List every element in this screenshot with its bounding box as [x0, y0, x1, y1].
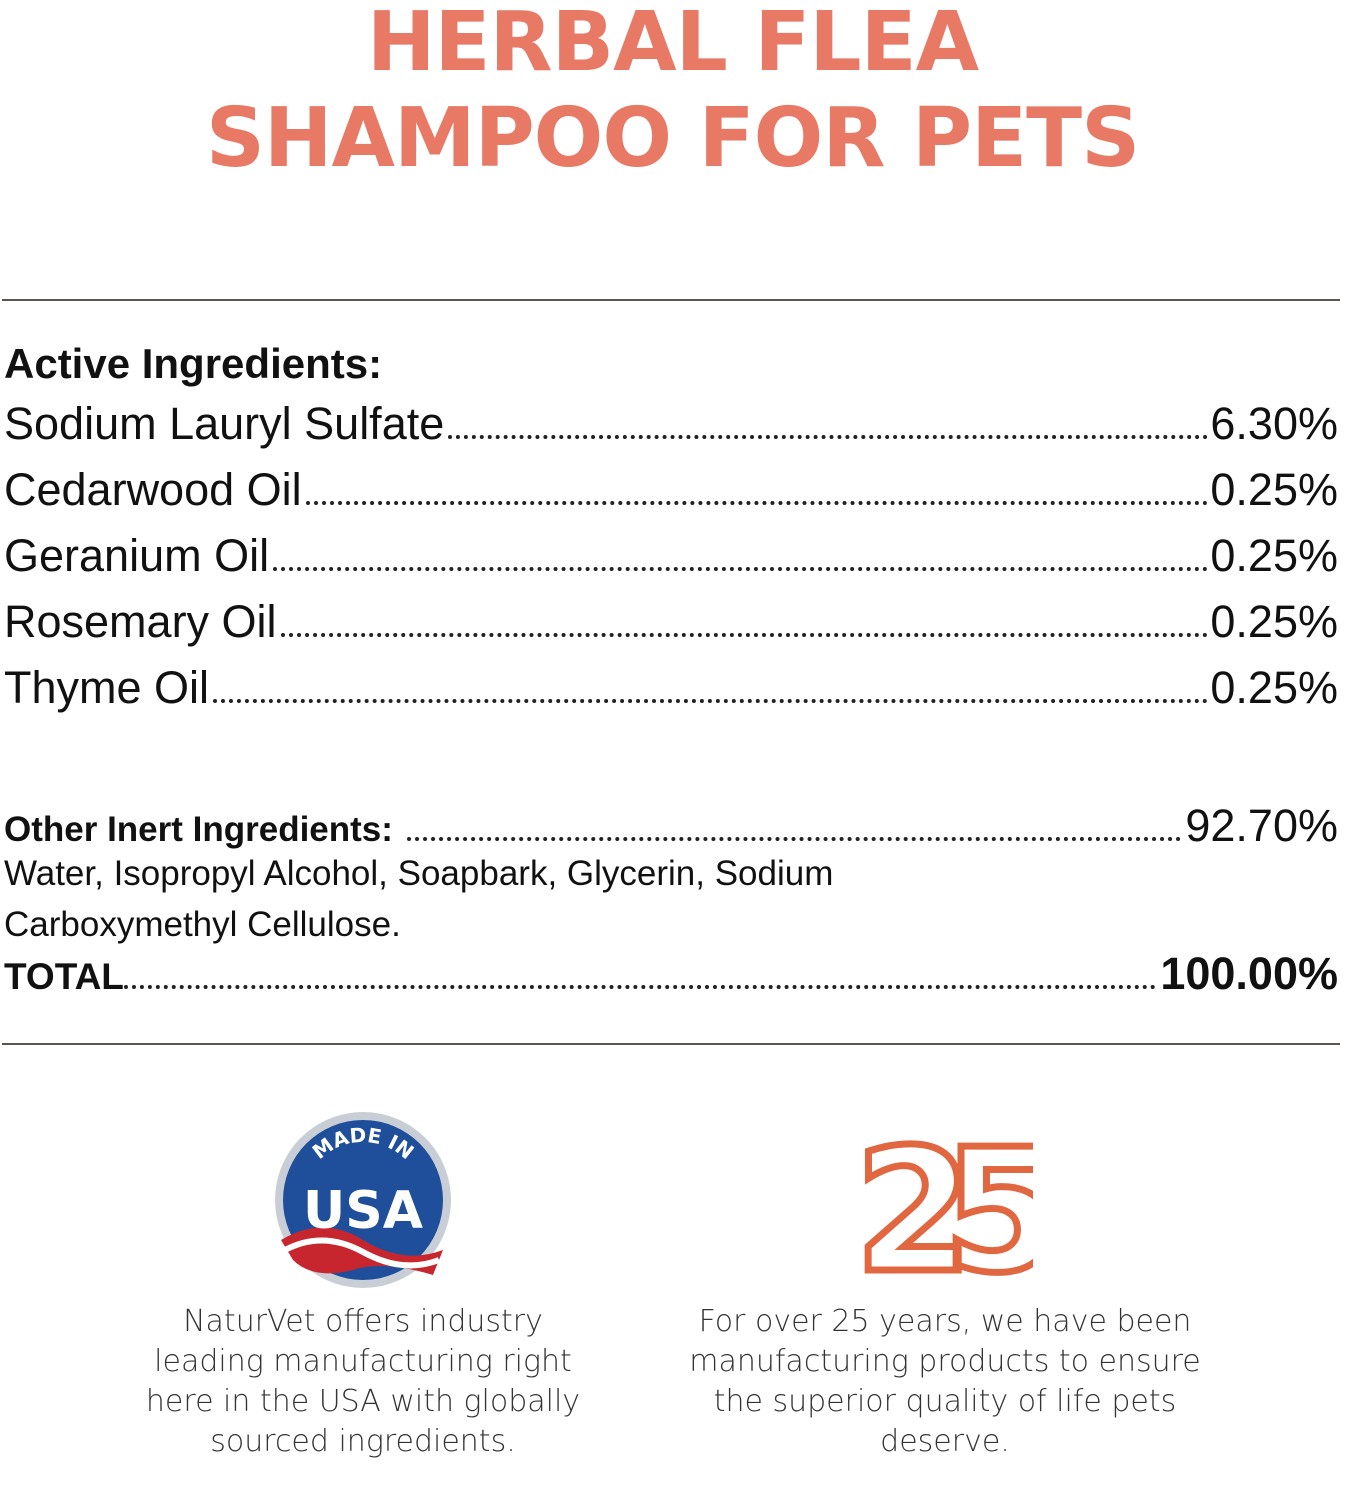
total-value: 100.00% — [1160, 948, 1338, 999]
ingredient-name: Sodium Lauryl Sulfate — [4, 398, 445, 449]
ingredient-row: Rosemary Oil 0.25% — [4, 596, 1338, 648]
ingredient-value: 6.30% — [1210, 398, 1338, 449]
divider — [2, 1043, 1340, 1045]
ingredient-row: Cedarwood Oil 0.25% — [4, 464, 1338, 516]
total-label: TOTAL — [4, 956, 124, 997]
inert-heading: Other Inert Ingredients: — [4, 810, 393, 849]
ingredient-name: Geranium Oil — [4, 530, 270, 581]
dot-leader — [213, 699, 1209, 703]
ingredient-row: Sodium Lauryl Sulfate 6.30% — [4, 398, 1338, 450]
dot-leader — [406, 837, 1182, 841]
flag-stripe — [283, 1237, 441, 1269]
title-line: SHAMPOO FOR PETS — [205, 91, 1140, 186]
dot-leader — [305, 501, 1209, 505]
inert-row: Other Inert Ingredients: 92.70% — [4, 800, 1338, 852]
dot-leader — [273, 567, 1209, 571]
dot-leader — [123, 985, 1157, 989]
ingredient-row: Geranium Oil 0.25% — [4, 530, 1338, 582]
total-row: TOTAL 100.00% — [4, 948, 1338, 1000]
caption: For over 25 years, we have been manufact… — [689, 1304, 1201, 1459]
ingredient-name: Thyme Oil — [4, 662, 210, 713]
anniversary-logo: 25 — [853, 1110, 1033, 1290]
ingredient-value: 0.25% — [1210, 596, 1338, 647]
dot-leader — [280, 633, 1209, 637]
badge-main: USA — [303, 1181, 423, 1241]
dot-leader — [448, 435, 1209, 439]
ingredient-value: 0.25% — [1210, 530, 1338, 581]
ingredient-value: 0.25% — [1210, 464, 1338, 515]
ingredient-value: 0.25% — [1210, 662, 1338, 713]
divider — [2, 299, 1340, 301]
ingredient-row: Thyme Oil 0.25% — [4, 662, 1338, 714]
anniversary-number: 25 — [855, 1113, 1033, 1290]
title-line: HERBAL FLEA — [366, 0, 979, 90]
ingredient-name: Rosemary Oil — [4, 596, 277, 647]
usa-badge: MADE IN USA — [275, 1112, 451, 1288]
section-heading: Active Ingredients: — [4, 340, 383, 387]
inert-value: 92.70% — [1185, 800, 1338, 851]
inert-list: Water, Isopropyl Alcohol, Soapbark, Glyc… — [4, 854, 834, 944]
ingredient-name: Cedarwood Oil — [4, 464, 302, 515]
caption: NaturVet offers industry leading manufac… — [145, 1304, 581, 1459]
